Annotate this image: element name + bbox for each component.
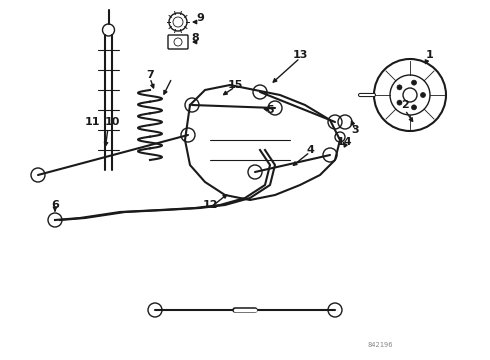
Text: 3: 3 xyxy=(351,125,359,135)
Text: 6: 6 xyxy=(51,200,59,210)
Text: 14: 14 xyxy=(337,137,353,147)
Circle shape xyxy=(397,100,402,105)
Text: 10: 10 xyxy=(104,117,120,127)
Text: 4: 4 xyxy=(306,145,314,155)
Circle shape xyxy=(412,105,416,110)
Text: 13: 13 xyxy=(293,50,308,60)
Text: 2: 2 xyxy=(401,100,409,110)
Text: 1: 1 xyxy=(426,50,434,60)
Text: 9: 9 xyxy=(196,13,204,23)
Text: 15: 15 xyxy=(227,80,243,90)
Circle shape xyxy=(397,85,402,90)
Circle shape xyxy=(412,80,416,85)
Text: 8: 8 xyxy=(191,33,199,43)
FancyBboxPatch shape xyxy=(168,35,188,49)
Text: 5: 5 xyxy=(266,105,274,115)
Text: 842196: 842196 xyxy=(368,342,393,348)
Text: 11: 11 xyxy=(84,117,100,127)
Text: 12: 12 xyxy=(202,200,218,210)
Circle shape xyxy=(420,93,425,98)
Text: 7: 7 xyxy=(146,70,154,80)
